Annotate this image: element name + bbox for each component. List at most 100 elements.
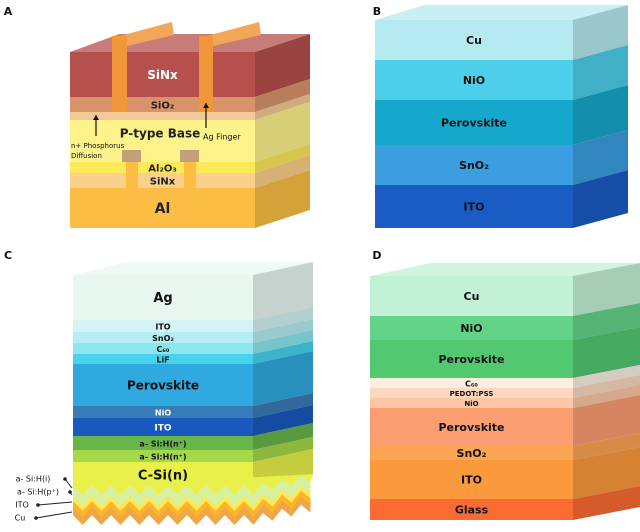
back-layer-label: ITO — [15, 501, 29, 510]
top-face — [370, 263, 640, 276]
layer-side-face — [573, 433, 640, 460]
layer-label: C₆₀ — [465, 380, 478, 389]
layer-label: LiF — [156, 356, 169, 365]
layer-a-si-h-n-: a- Si:H(n⁺) — [73, 437, 313, 462]
panel-c: C Ag ITO SnO₂ C₆₀ LiF Perovskite NiO ITO a- Si:H(… — [4, 249, 313, 525]
layer-label: SnO₂ — [152, 334, 174, 343]
c-si-zigzag-edge — [73, 474, 313, 495]
arrow-head — [93, 115, 99, 120]
layer-c-: C₆₀ — [370, 365, 640, 389]
layer-label: Perovskite — [438, 353, 504, 366]
layer-c-: C₆₀ — [73, 330, 313, 354]
contact-pad — [180, 150, 199, 162]
layer-front-face — [73, 275, 253, 320]
panel-b: B Cu NiO Perovskite SnO₂ ITO — [373, 5, 628, 228]
panel-label-a: A — [4, 5, 13, 18]
layer-ito: ITO — [73, 307, 313, 332]
layer-label: Al — [155, 201, 171, 217]
finger-top — [112, 22, 174, 46]
back-layer-label: Cu — [15, 514, 26, 523]
arrow-head — [36, 503, 40, 507]
layer-front-face — [73, 436, 253, 450]
panel-label-b: B — [373, 5, 381, 18]
layer-side-face — [573, 5, 628, 60]
layer-p-type-base: P-type Base — [70, 102, 310, 162]
layer-label: a- Si:H(n⁺) — [139, 453, 186, 462]
layer-front-face — [73, 406, 253, 418]
layer-glass: Glass — [370, 486, 640, 520]
layer-label: SiNx — [147, 68, 178, 82]
layer-perovskite: Perovskite — [370, 327, 640, 378]
layer-label: C₆₀ — [157, 345, 170, 354]
layer-label: NiO — [460, 322, 482, 335]
layer-label: a- Si:H(n⁺) — [139, 440, 186, 449]
arrow-head — [34, 516, 38, 520]
layer-side-face — [573, 45, 628, 100]
arrow-head — [203, 103, 209, 108]
layer-front-face — [73, 450, 253, 462]
back-layer-label: a- Si:H(i) — [16, 475, 51, 484]
layer-label: Ag — [153, 291, 172, 306]
arrow-line — [37, 501, 73, 506]
layer-side-face — [573, 395, 640, 446]
layer-label: NiO — [155, 409, 171, 418]
al-contact-pillar — [184, 162, 196, 188]
phosphorus-diffusion-label-2: Diffusion — [71, 152, 102, 160]
layer-label: NiO — [463, 74, 485, 87]
layer-front-face — [370, 276, 573, 316]
panel-a: A SiNx SiO₂ P-type Base Al₂O₃ SiNx Al n+ Phosph… — [4, 5, 310, 228]
layer-sinx: SiNx — [70, 34, 310, 97]
layer-front-face — [370, 316, 573, 340]
layer-diffusion — [70, 94, 310, 120]
layer-front-face — [70, 52, 255, 97]
layer-label: Cu — [464, 290, 480, 303]
layer-side-face — [573, 327, 640, 378]
layer-label: Perovskite — [441, 117, 507, 130]
layer-label: ITO — [155, 323, 170, 332]
layer-side-face — [255, 155, 310, 188]
layer-front-face — [73, 320, 253, 332]
layer-sno-: SnO₂ — [375, 130, 628, 185]
arrow-head — [63, 477, 67, 481]
layer-side-face — [253, 351, 313, 406]
layer-side-face — [255, 79, 310, 112]
layer-front-face — [370, 499, 573, 520]
layer-side-face — [573, 130, 628, 185]
layer-side-face — [255, 170, 310, 228]
finger-front — [112, 36, 127, 112]
layer-side-face — [253, 319, 313, 343]
layer-front-face — [70, 112, 255, 120]
layer-side-face — [255, 144, 310, 173]
ag-finger — [112, 22, 174, 112]
ag-finger — [199, 22, 261, 112]
layer-label: SiNx — [150, 177, 176, 188]
layer-label: PEDOT:PSS — [450, 390, 494, 398]
layer-label: Perovskite — [438, 421, 504, 434]
panel-label-d: D — [372, 249, 381, 262]
panel-label-c: C — [4, 249, 12, 262]
layer-front-face — [70, 162, 255, 173]
layer-front-face — [73, 332, 253, 343]
layer-label: NiO — [464, 400, 478, 408]
al-contact-pillar — [126, 162, 138, 188]
layer-front-face — [73, 343, 253, 354]
layer-front-face — [375, 185, 573, 228]
layer-label: Al₂O₃ — [148, 164, 176, 175]
layer-front-face — [375, 100, 573, 145]
layer-pedot-pss: PEDOT:PSS — [370, 375, 640, 398]
layer-front-face — [375, 20, 573, 60]
layer-lif: LiF — [73, 341, 313, 365]
layer-nio: NiO — [370, 385, 640, 408]
layer-front-face — [370, 408, 573, 446]
layer-side-face — [573, 375, 640, 398]
layer-label: C-Si(n) — [138, 469, 188, 484]
layer-perovskite: Perovskite — [375, 85, 628, 145]
layer-side-face — [253, 341, 313, 364]
layer-side-face — [253, 393, 313, 418]
layer-front-face — [370, 378, 573, 388]
back-layer-a-si-h-i- — [73, 474, 311, 506]
layer-front-face — [73, 418, 253, 436]
layer-front-face — [370, 446, 573, 460]
layer-front-face — [370, 460, 573, 499]
